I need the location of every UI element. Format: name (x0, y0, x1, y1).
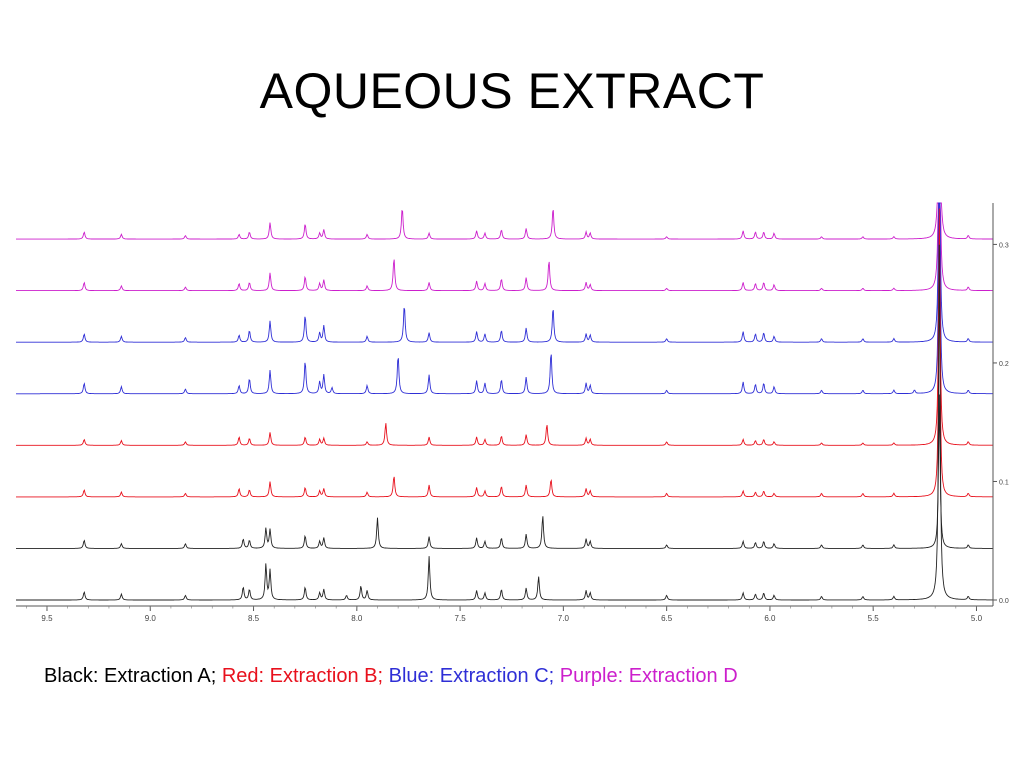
x-tick-label: 8.5 (248, 614, 260, 623)
nmr-spectra-chart: 9.5 9.0 8.5 8.0 7.5 7.0 6.5 6.0 5.5 5.0 0.0 0.1 0.2 0… (16, 202, 1009, 623)
x-tick-label: 6.5 (661, 614, 673, 623)
spectrum-trace-extraction-c-5 (16, 202, 993, 343)
legend-item-extraction-b: Red: Extraction B; (221, 665, 384, 687)
legend-item-extraction-c: Blue: Extraction C; (388, 665, 555, 687)
x-tick-label: 8.0 (351, 614, 363, 623)
spectrum-trace-extraction-c-4 (16, 202, 993, 395)
spectrum-trace-extraction-a-1 (16, 394, 993, 549)
y-tick-label: 0.2 (999, 361, 1009, 368)
slide-title: AQUEOUS EXTRACT (259, 63, 765, 119)
legend-item-extraction-d: Purple: Extraction D (559, 665, 738, 687)
x-tick-label: 5.0 (971, 614, 983, 623)
x-tick-label: 7.0 (558, 614, 570, 623)
spectrum-trace-extraction-a-0 (16, 244, 993, 601)
x-tick-label: 6.0 (764, 614, 776, 623)
x-tick-label: 5.5 (868, 614, 880, 623)
spectrum-trace-extraction-d-7 (16, 202, 993, 240)
legend-caption: Black: Extraction A; Red: Extraction B; … (44, 665, 738, 688)
y-tick-label: 0.3 (999, 242, 1009, 249)
spectrum-trace-extraction-b-3 (16, 208, 993, 446)
spectrum-trace-extraction-b-2 (16, 260, 993, 498)
x-tick-label: 9.0 (145, 614, 157, 623)
spectrum-trace-extraction-d-6 (16, 202, 993, 292)
y-tick-label: 0.1 (999, 479, 1009, 486)
x-tick-label: 7.5 (455, 614, 467, 623)
legend-item-extraction-a: Black: Extraction A; (44, 665, 217, 687)
x-tick-label: 9.5 (41, 614, 53, 623)
y-tick-label: 0.0 (999, 598, 1009, 605)
